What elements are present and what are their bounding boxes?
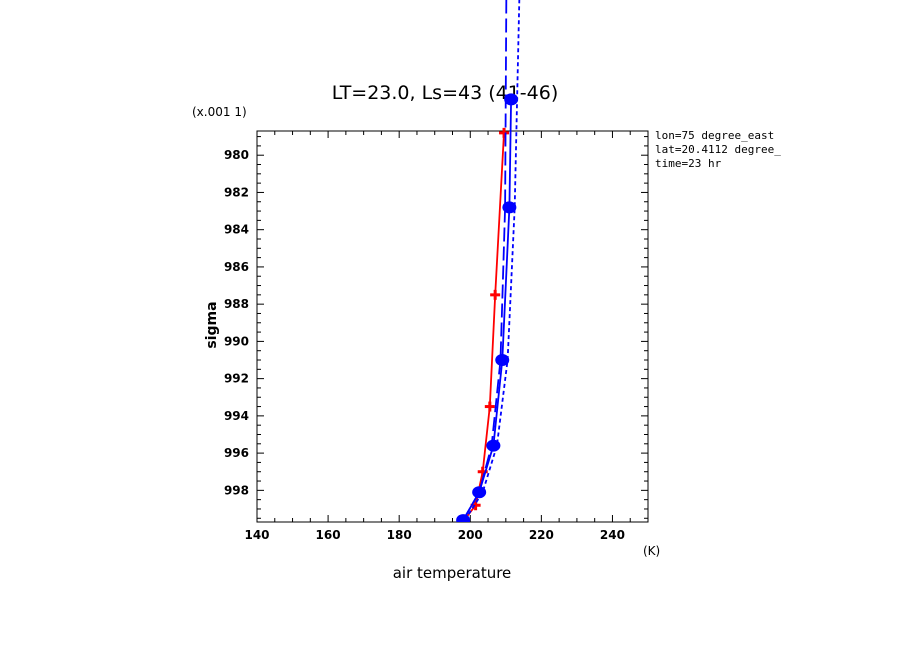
- x-tick-label: 140: [244, 528, 269, 542]
- info-lon: lon=75 degree_east: [655, 129, 774, 142]
- y-tick-label: 982: [224, 185, 249, 199]
- series-line-1: [462, 99, 512, 521]
- series-0-point-5: [499, 127, 510, 138]
- info-lat: lat=20.4112 degree_: [655, 143, 781, 156]
- y-tick-label: 994: [224, 409, 249, 423]
- y-tick-label: 986: [224, 260, 249, 274]
- plot-frame: [256, 130, 649, 523]
- y-axis-label: sigma: [204, 301, 220, 348]
- series-line-0: [461, 132, 505, 522]
- x-tick-label: 220: [529, 528, 554, 542]
- x-tick-label: 160: [316, 528, 341, 542]
- x-axis-label: air temperature: [393, 564, 512, 582]
- series-line-3: [462, 0, 508, 521]
- y-tick-label: 988: [224, 297, 249, 311]
- y-tick-label: 990: [224, 334, 249, 348]
- x-tick-label: 180: [387, 528, 412, 542]
- y-tick-label: 980: [224, 148, 249, 162]
- series-0-point-3: [484, 401, 495, 412]
- series-1-point-0: [456, 514, 471, 522]
- series-line-2: [464, 0, 521, 521]
- chart-title: LT=23.0, Ls=43 (41-46): [332, 82, 559, 104]
- axis-ticks: 140 160 180 200 220 240 980 982 984 986 988 990 992 9…: [224, 131, 649, 542]
- y-tick-label: 996: [224, 446, 249, 460]
- info-time: time=23 hr: [655, 157, 722, 170]
- y-tick-label: 992: [224, 372, 249, 386]
- y-unit-label: (x.001 1): [192, 105, 247, 119]
- x-tick-label: 200: [458, 528, 483, 542]
- series-1-point-3: [495, 354, 510, 367]
- y-tick-label: 998: [224, 483, 249, 497]
- x-tick-label: 240: [600, 528, 625, 542]
- y-tick-label: 984: [224, 223, 249, 237]
- series-layer: [456, 0, 521, 522]
- series-1-point-5: [504, 93, 519, 106]
- series-0-point-4: [490, 289, 501, 300]
- x-unit-label: (K): [643, 544, 660, 558]
